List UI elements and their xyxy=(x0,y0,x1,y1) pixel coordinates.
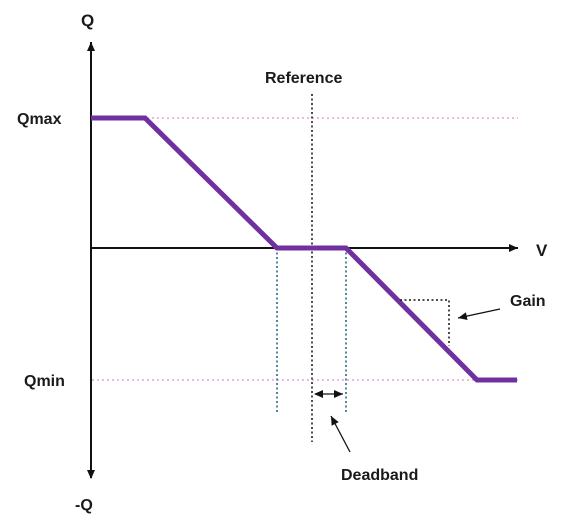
droop-curve xyxy=(91,115,517,383)
reference-label: Reference xyxy=(265,70,342,87)
gain-pointer-arrow xyxy=(457,308,501,321)
qmax-label: Qmax xyxy=(17,111,62,128)
neg-q-axis-label: -Q xyxy=(75,497,93,514)
gain-label: Gain xyxy=(510,293,546,310)
qmin-label: Qmin xyxy=(24,373,65,390)
deadband-label: Deadband xyxy=(341,467,418,484)
q-axis-label: Q xyxy=(81,11,94,30)
v-axis-label: V xyxy=(536,241,548,260)
deadband-pointer-arrow xyxy=(330,415,351,453)
